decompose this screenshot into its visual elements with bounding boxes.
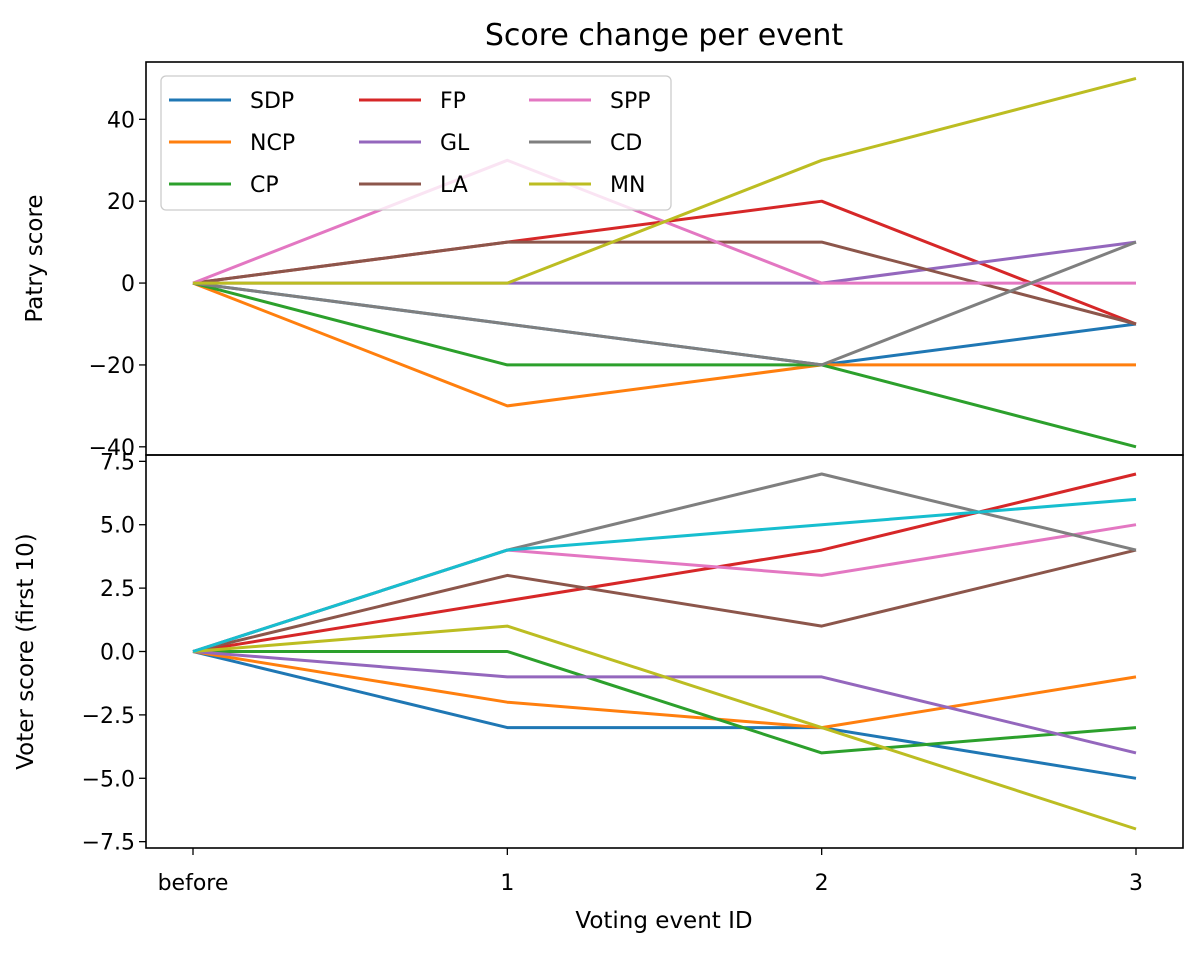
legend-label-fp: FP [440,89,466,114]
y-tick-label: 5.0 [100,514,135,539]
y-tick-label: −40 [89,436,135,461]
legend-label-la: LA [440,173,468,198]
series-line-cp [192,281,1137,449]
y-tick-label: 0 [121,272,135,297]
y-tick-label: −20 [89,354,135,379]
legend-label-cp: CP [250,173,279,198]
series-line-10 [192,497,1137,653]
y-tick-label: −7.5 [82,831,135,856]
x-axis-label: Voting event ID [575,908,752,934]
plot-frame [145,454,1184,849]
legend-label-sdp: SDP [250,89,294,114]
series-line-mn [193,76,1137,285]
x-axis: before 1 2 3 [158,848,1143,896]
series-line-cd [192,240,1137,367]
y-tick-label: −5.0 [82,767,135,792]
legend: SDP NCP CP FP GL LA SPP CD MN [160,75,672,211]
legend-label-cd: CD [610,131,642,156]
series-line-2 [192,650,1137,730]
legend-label-gl: GL [440,131,470,156]
series-line-6 [192,548,1137,653]
voter-score-panel: 7.5 5.0 2.5 0.0 −2.5 −5.0 −7.5 Voter score (fir… [13,450,1184,856]
y-tick-label: 0.0 [100,641,135,666]
series-line-7 [192,523,1137,653]
y-axis-label: Voter score (first 10) [13,533,39,770]
party-score-panel: 40 20 0 −20 −40 Patry score [22,61,1184,461]
series-line-1 [192,650,1137,780]
series-line-9 [192,624,1137,831]
series-line-3 [193,650,1137,755]
y-axis-label: Patry score [22,194,48,322]
chart-title: Score change per event [485,18,844,53]
x-tick-label: before [158,871,229,896]
x-tick-label: 3 [1129,871,1143,896]
y-tick-label: 40 [107,108,135,133]
x-tick-label: 2 [815,871,829,896]
y-tick-label: −2.5 [82,704,135,729]
y-tick-label: 20 [107,190,135,215]
legend-label-mn: MN [610,173,645,198]
y-tick-label: 2.5 [100,577,135,602]
series-line-fp [192,199,1137,326]
series-line-ncp [192,281,1136,408]
x-tick-label: 1 [500,871,514,896]
legend-label-spp: SPP [610,89,651,114]
y-tick-label: 7.5 [100,450,135,475]
series-line-gl [193,240,1137,285]
series-line-sdp [192,281,1137,367]
legend-label-ncp: NCP [250,131,295,156]
